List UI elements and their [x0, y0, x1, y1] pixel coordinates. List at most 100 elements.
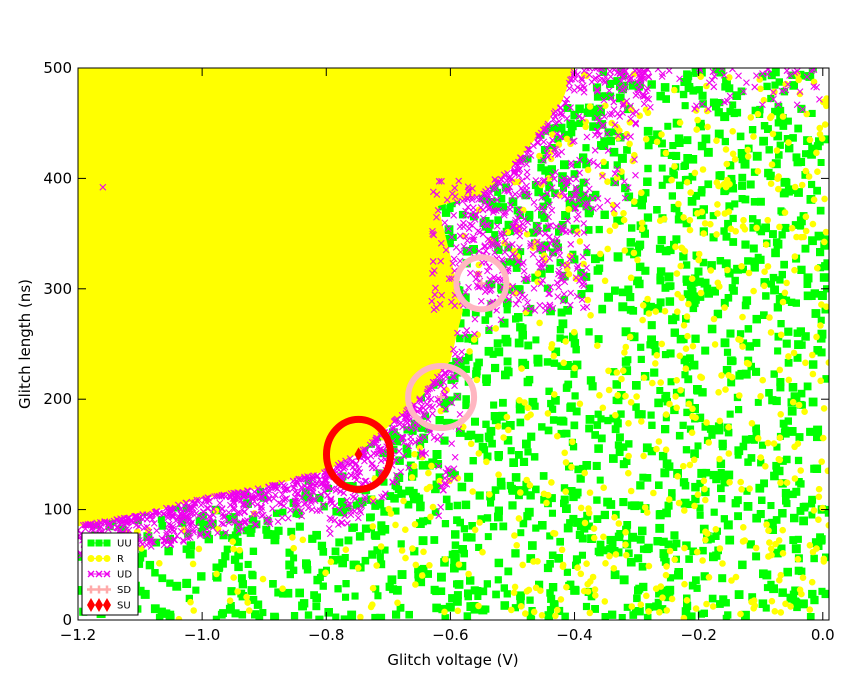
r-point — [187, 598, 194, 606]
uu-point — [494, 576, 502, 584]
r-point — [709, 603, 717, 610]
uu-point — [453, 501, 462, 510]
uu-point — [435, 416, 444, 425]
r-point — [436, 477, 444, 485]
r-point — [570, 328, 578, 336]
uu-point — [633, 594, 641, 603]
uu-point — [557, 429, 566, 438]
r-point — [744, 153, 752, 160]
r-point — [369, 523, 377, 530]
uu-point — [647, 335, 656, 345]
uu-point — [550, 359, 559, 367]
uu-point — [718, 472, 727, 481]
uu-point — [274, 588, 283, 597]
r-point — [621, 349, 628, 356]
uu-point — [430, 585, 439, 594]
uu-point — [680, 498, 690, 508]
r-point — [688, 275, 696, 283]
uu-point — [584, 226, 593, 234]
uu-point — [701, 134, 711, 144]
uu-point — [438, 202, 446, 211]
uu-point — [713, 471, 722, 480]
uu-point — [738, 173, 747, 182]
uu-point — [808, 500, 816, 508]
r-point — [644, 295, 651, 303]
uu-point — [238, 610, 247, 619]
uu-point — [560, 484, 569, 492]
r-point — [523, 476, 530, 484]
ud-stroke — [493, 306, 501, 314]
ud-stroke — [645, 95, 653, 103]
uu-point — [544, 426, 553, 435]
uu-point — [686, 425, 695, 433]
uu-point — [464, 334, 473, 343]
ud-stroke — [283, 486, 290, 493]
r-point — [711, 341, 719, 348]
r-point — [532, 238, 539, 246]
uu-point — [134, 516, 142, 525]
uu-point — [691, 482, 700, 492]
uu-point — [701, 346, 710, 355]
uu-point — [623, 521, 632, 529]
r-point — [290, 544, 298, 552]
ud-stroke — [810, 83, 818, 90]
uu-point — [770, 471, 779, 481]
uu-point — [562, 361, 572, 370]
uu-point — [491, 231, 499, 239]
uu-point — [395, 456, 404, 465]
ud-point — [758, 101, 766, 109]
ud-point — [186, 534, 194, 541]
uu-point — [319, 582, 327, 590]
ud-point — [465, 283, 472, 291]
uu-point — [572, 345, 580, 354]
uu-point — [548, 509, 556, 517]
uu-point — [451, 374, 459, 383]
r-point — [524, 413, 531, 421]
uu-point — [462, 533, 472, 542]
uu-point — [591, 605, 599, 613]
ud-stroke — [606, 111, 614, 118]
uu-point — [708, 431, 716, 439]
uu-point — [811, 309, 821, 318]
ud-stroke — [590, 159, 597, 166]
r-point — [814, 264, 821, 272]
ud-point — [448, 399, 456, 407]
uu-point — [302, 559, 311, 568]
ud-stroke — [429, 403, 436, 411]
r-point — [622, 541, 629, 548]
uu-point — [524, 448, 532, 456]
r-point — [642, 135, 650, 143]
r-point — [437, 407, 445, 415]
uu-point — [773, 548, 782, 558]
r-point — [412, 561, 420, 569]
r-point — [750, 605, 757, 612]
r-point — [806, 606, 814, 613]
uu-point — [515, 399, 525, 408]
uu-point — [635, 607, 644, 616]
r-point — [645, 562, 653, 570]
ud-stroke — [250, 510, 257, 518]
r-point — [392, 521, 399, 529]
uu-point — [793, 396, 801, 404]
uu-point — [456, 334, 464, 343]
uu-point — [742, 296, 752, 305]
uu-point — [526, 596, 534, 604]
r-point — [793, 233, 800, 241]
uu-point — [743, 502, 753, 511]
uu-point — [760, 311, 768, 319]
uu-point — [551, 189, 559, 197]
uu-point — [478, 605, 488, 615]
uu-point — [464, 592, 472, 601]
uu-point — [414, 570, 422, 579]
r-point — [737, 478, 744, 486]
r-point — [628, 603, 636, 610]
ud-point — [784, 80, 792, 88]
r-point — [554, 606, 561, 614]
uu-point — [720, 227, 728, 235]
uu-point — [759, 569, 768, 579]
r-point — [230, 545, 237, 553]
uu-point — [512, 264, 521, 272]
uu-point — [695, 277, 704, 286]
r-point — [180, 526, 188, 533]
ud-point — [579, 115, 586, 122]
